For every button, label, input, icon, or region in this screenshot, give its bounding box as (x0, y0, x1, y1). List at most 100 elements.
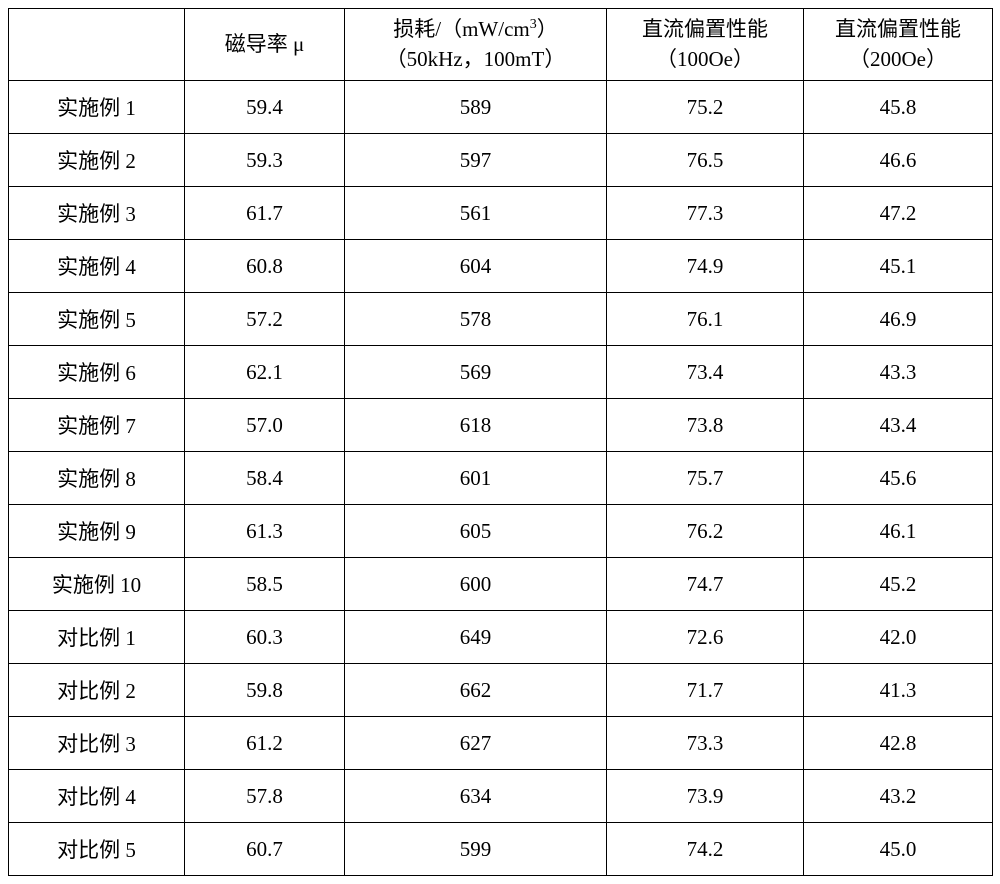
cell-loss: 649 (345, 611, 607, 664)
row-label: 对比例 2 (9, 664, 185, 717)
cell-loss: 597 (345, 134, 607, 187)
cell-dc-bias-100: 74.2 (607, 823, 804, 876)
row-label: 对比例 1 (9, 611, 185, 664)
cell-permeability: 59.4 (185, 81, 345, 134)
table-row: 实施例 259.359776.546.6 (9, 134, 993, 187)
row-label: 实施例 1 (9, 81, 185, 134)
cell-dc-bias-200: 42.8 (804, 717, 993, 770)
row-label: 实施例 2 (9, 134, 185, 187)
cell-dc-bias-200: 46.6 (804, 134, 993, 187)
table-row: 实施例 1058.560074.745.2 (9, 558, 993, 611)
header-dc100-line2: （100Oe） (607, 45, 803, 74)
cell-dc-bias-100: 76.1 (607, 293, 804, 346)
cell-permeability: 62.1 (185, 346, 345, 399)
cell-dc-bias-200: 43.4 (804, 399, 993, 452)
table-row: 实施例 460.860474.945.1 (9, 240, 993, 293)
table-body: 实施例 159.458975.245.8实施例 259.359776.546.6… (9, 81, 993, 876)
header-permeability-label: 磁导率 μ (225, 32, 305, 56)
table-row: 实施例 557.257876.146.9 (9, 293, 993, 346)
row-label: 实施例 4 (9, 240, 185, 293)
row-label: 实施例 3 (9, 187, 185, 240)
table-row: 对比例 457.863473.943.2 (9, 770, 993, 823)
cell-dc-bias-200: 42.0 (804, 611, 993, 664)
cell-dc-bias-100: 77.3 (607, 187, 804, 240)
header-loss-line2: （50kHz，100mT） (345, 45, 606, 74)
cell-loss: 662 (345, 664, 607, 717)
cell-loss: 605 (345, 505, 607, 558)
row-label: 实施例 9 (9, 505, 185, 558)
cell-permeability: 60.7 (185, 823, 345, 876)
cell-dc-bias-200: 45.2 (804, 558, 993, 611)
table-row: 实施例 961.360576.246.1 (9, 505, 993, 558)
header-permeability: 磁导率 μ (185, 9, 345, 81)
cell-permeability: 59.3 (185, 134, 345, 187)
cell-dc-bias-100: 71.7 (607, 664, 804, 717)
cell-dc-bias-100: 74.9 (607, 240, 804, 293)
cell-dc-bias-100: 73.9 (607, 770, 804, 823)
cell-permeability: 61.2 (185, 717, 345, 770)
cell-dc-bias-200: 41.3 (804, 664, 993, 717)
cell-loss: 634 (345, 770, 607, 823)
cell-dc-bias-200: 43.3 (804, 346, 993, 399)
cell-dc-bias-100: 74.7 (607, 558, 804, 611)
cell-loss: 589 (345, 81, 607, 134)
row-label: 实施例 10 (9, 558, 185, 611)
header-dc100-line1: 直流偏置性能 (607, 15, 803, 44)
row-label: 实施例 5 (9, 293, 185, 346)
cell-dc-bias-100: 73.3 (607, 717, 804, 770)
cell-permeability: 59.8 (185, 664, 345, 717)
header-blank (9, 9, 185, 81)
header-loss: 损耗/（mW/cm3） （50kHz，100mT） (345, 9, 607, 81)
row-label: 对比例 5 (9, 823, 185, 876)
cell-dc-bias-100: 76.5 (607, 134, 804, 187)
cell-dc-bias-200: 47.2 (804, 187, 993, 240)
cell-loss: 600 (345, 558, 607, 611)
header-dc200-line1: 直流偏置性能 (804, 15, 992, 44)
cell-permeability: 61.7 (185, 187, 345, 240)
cell-loss: 627 (345, 717, 607, 770)
cell-permeability: 57.8 (185, 770, 345, 823)
table-row: 实施例 757.061873.843.4 (9, 399, 993, 452)
row-label: 实施例 7 (9, 399, 185, 452)
cell-loss: 604 (345, 240, 607, 293)
cell-dc-bias-100: 73.4 (607, 346, 804, 399)
cell-dc-bias-100: 75.7 (607, 452, 804, 505)
cell-permeability: 57.0 (185, 399, 345, 452)
cell-loss: 569 (345, 346, 607, 399)
cell-loss: 599 (345, 823, 607, 876)
cell-dc-bias-200: 45.6 (804, 452, 993, 505)
cell-dc-bias-200: 43.2 (804, 770, 993, 823)
row-label: 实施例 8 (9, 452, 185, 505)
cell-dc-bias-100: 75.2 (607, 81, 804, 134)
header-dc-bias-100: 直流偏置性能 （100Oe） (607, 9, 804, 81)
table-row: 对比例 560.759974.245.0 (9, 823, 993, 876)
row-label: 对比例 4 (9, 770, 185, 823)
header-row: 磁导率 μ 损耗/（mW/cm3） （50kHz，100mT） 直流偏置性能 （… (9, 9, 993, 81)
cell-permeability: 57.2 (185, 293, 345, 346)
cell-loss: 578 (345, 293, 607, 346)
header-dc-bias-200: 直流偏置性能 （200Oe） (804, 9, 993, 81)
cell-permeability: 60.8 (185, 240, 345, 293)
cell-dc-bias-200: 46.1 (804, 505, 993, 558)
cell-permeability: 60.3 (185, 611, 345, 664)
data-table: 磁导率 μ 损耗/（mW/cm3） （50kHz，100mT） 直流偏置性能 （… (8, 8, 993, 876)
cell-loss: 561 (345, 187, 607, 240)
cell-permeability: 61.3 (185, 505, 345, 558)
row-label: 对比例 3 (9, 717, 185, 770)
table-row: 实施例 662.156973.443.3 (9, 346, 993, 399)
table-row: 实施例 159.458975.245.8 (9, 81, 993, 134)
table-row: 对比例 361.262773.342.8 (9, 717, 993, 770)
cell-dc-bias-100: 72.6 (607, 611, 804, 664)
cell-dc-bias-200: 46.9 (804, 293, 993, 346)
row-label: 实施例 6 (9, 346, 185, 399)
header-loss-line1: 损耗/（mW/cm3） (345, 15, 606, 44)
cell-loss: 618 (345, 399, 607, 452)
cell-dc-bias-200: 45.8 (804, 81, 993, 134)
header-dc200-line2: （200Oe） (804, 45, 992, 74)
table-row: 对比例 259.866271.741.3 (9, 664, 993, 717)
cell-loss: 601 (345, 452, 607, 505)
table-row: 实施例 858.460175.745.6 (9, 452, 993, 505)
cell-dc-bias-100: 76.2 (607, 505, 804, 558)
cell-permeability: 58.5 (185, 558, 345, 611)
cell-permeability: 58.4 (185, 452, 345, 505)
